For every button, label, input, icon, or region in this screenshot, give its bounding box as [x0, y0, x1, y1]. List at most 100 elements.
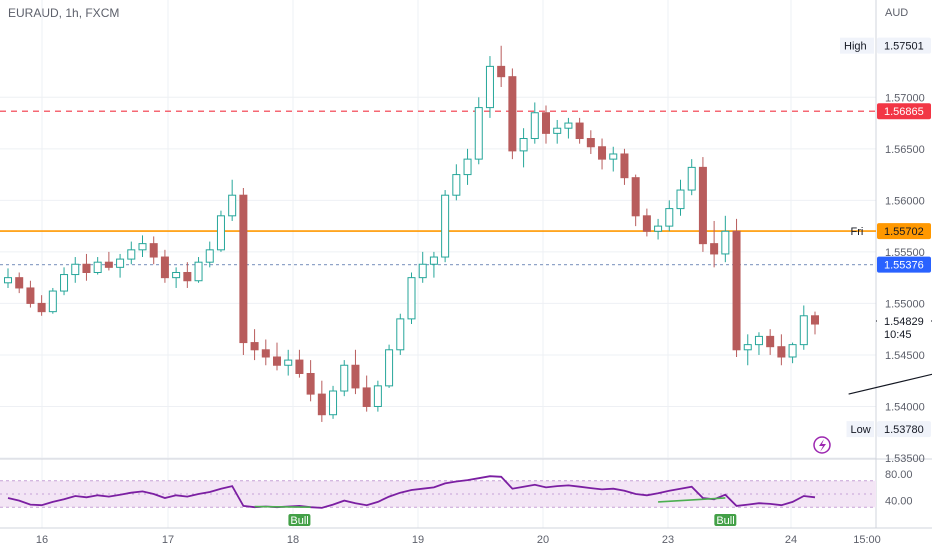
candle-body[interactable] — [216, 215, 225, 251]
rsi-bull-badge — [714, 514, 737, 526]
candle-body[interactable] — [710, 243, 719, 255]
candle-body[interactable] — [721, 230, 730, 255]
rsi-line[interactable] — [7, 475, 816, 509]
candle-body[interactable] — [788, 344, 797, 358]
candle-body[interactable] — [553, 127, 562, 134]
candle-body[interactable] — [732, 230, 741, 351]
candle-body[interactable] — [485, 65, 494, 109]
candle-body[interactable] — [194, 261, 203, 282]
candle-body[interactable] — [530, 112, 539, 140]
candle-body[interactable] — [104, 261, 113, 268]
candle-body[interactable] — [609, 153, 618, 160]
candle-body[interactable] — [508, 76, 517, 152]
candle-body[interactable] — [586, 138, 595, 148]
lightning-icon[interactable] — [813, 436, 831, 454]
rsi-divergence-line — [254, 505, 311, 508]
candle-body[interactable] — [654, 225, 663, 232]
time-tick-label: 20 — [537, 534, 549, 546]
candle-body[interactable] — [676, 189, 685, 210]
candle-body[interactable] — [183, 271, 192, 282]
candle-body[interactable] — [766, 335, 775, 348]
price-tick-label: 1.57000 — [885, 92, 925, 104]
candle-body[interactable] — [317, 393, 326, 416]
price-tag-bg — [877, 103, 931, 120]
candle-body[interactable] — [172, 271, 181, 279]
candle-body[interactable] — [418, 263, 427, 279]
candle-body[interactable] — [149, 243, 158, 258]
candle-body[interactable] — [71, 263, 80, 276]
candle-body[interactable] — [138, 243, 147, 251]
candle-body[interactable] — [385, 349, 394, 387]
candle-body[interactable] — [205, 249, 214, 263]
candle-body[interactable] — [261, 349, 270, 358]
candle-body[interactable] — [754, 335, 763, 346]
candle-body[interactable] — [329, 390, 338, 416]
candle-body[interactable] — [48, 290, 57, 313]
candle-body[interactable] — [542, 112, 550, 134]
candle-body[interactable] — [239, 194, 248, 344]
candle-body[interactable] — [116, 258, 125, 268]
candle-body[interactable] — [631, 177, 640, 217]
candle-body[interactable] — [340, 364, 349, 392]
currency-label: AUD — [885, 7, 908, 19]
candle-body[interactable] — [373, 385, 382, 407]
candle-body[interactable] — [743, 344, 752, 351]
candle-body[interactable] — [273, 356, 281, 366]
price-tag-value: 1.57501 — [884, 41, 924, 53]
candle-body[interactable] — [698, 166, 707, 245]
candle-body[interactable] — [407, 277, 416, 320]
candle-body[interactable] — [642, 215, 651, 232]
candle-body[interactable] — [463, 158, 472, 176]
candle-body[interactable] — [351, 364, 360, 389]
candle-body[interactable] — [127, 249, 136, 260]
candle-body[interactable] — [620, 153, 629, 179]
candle-body[interactable] — [429, 256, 438, 265]
candle-body[interactable] — [799, 315, 808, 346]
candle-body[interactable] — [575, 122, 584, 140]
time-tick-label: 18 — [287, 534, 299, 546]
candle-body[interactable] — [4, 277, 12, 284]
time-tick-label: 16 — [36, 534, 48, 546]
candle-body[interactable] — [452, 174, 461, 196]
candle-body[interactable] — [497, 65, 506, 78]
price-tag-value: 1.55702 — [884, 226, 924, 238]
rsi-tick-label: 80.00 — [885, 469, 913, 481]
price-tick-label: 1.56000 — [885, 195, 925, 207]
time-tick-label: 24 — [785, 534, 797, 546]
chart-title: EURAUD, 1h, FXCM — [8, 6, 120, 20]
price-tag-label-bg — [846, 421, 874, 438]
candle-body[interactable] — [396, 318, 405, 351]
candle-body[interactable] — [93, 261, 102, 273]
candle-body[interactable] — [160, 256, 169, 279]
price-tag-bg — [877, 223, 931, 240]
candle-body[interactable] — [250, 342, 259, 351]
candle-body[interactable] — [228, 194, 237, 217]
candle-body[interactable] — [441, 194, 450, 258]
rsi-divergence-line — [658, 497, 726, 503]
candle-body[interactable] — [295, 359, 304, 374]
candle-body[interactable] — [60, 274, 69, 292]
candle-body[interactable] — [37, 302, 46, 313]
candle-body[interactable] — [811, 315, 819, 325]
candle-body[interactable] — [687, 166, 696, 191]
candle-body[interactable] — [519, 138, 528, 152]
candle-body[interactable] — [362, 387, 371, 407]
price-tag-bg — [877, 313, 931, 342]
price-tag-label: Low — [851, 424, 871, 436]
price-tick-label: 1.56500 — [885, 144, 925, 156]
candle-body[interactable] — [15, 277, 24, 289]
rsi-bull-label: Bull — [290, 515, 308, 527]
candle-body[interactable] — [598, 146, 607, 160]
candle-body[interactable] — [777, 346, 786, 358]
price-tag-label-bg — [840, 37, 874, 54]
price-tag-label: Fri — [851, 226, 864, 238]
candle-body[interactable] — [564, 122, 573, 129]
candle-body[interactable] — [306, 372, 315, 395]
candle-body[interactable] — [82, 263, 91, 273]
candle-body[interactable] — [284, 359, 293, 366]
price-tag-label: High — [844, 41, 867, 53]
candle-body[interactable] — [474, 107, 483, 160]
candle-body[interactable] — [26, 287, 35, 304]
candle-body[interactable] — [665, 208, 674, 227]
